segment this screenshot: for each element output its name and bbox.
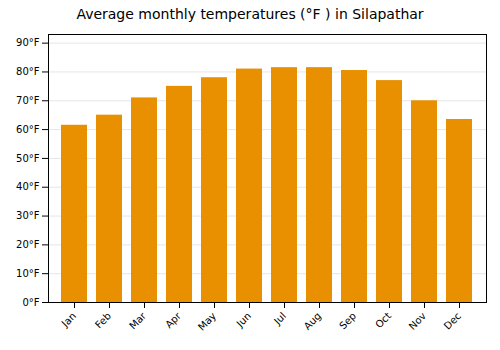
svg-text:Jul: Jul (271, 310, 288, 327)
svg-text:Nov: Nov (407, 310, 429, 332)
svg-text:Oct: Oct (373, 310, 393, 330)
svg-text:Feb: Feb (93, 310, 113, 330)
svg-text:40°F: 40°F (16, 181, 40, 192)
svg-text:Sep: Sep (337, 310, 358, 331)
svg-text:30°F: 30°F (16, 210, 40, 221)
svg-text:10°F: 10°F (16, 268, 40, 279)
svg-text:90°F: 90°F (16, 37, 40, 48)
html-text:Average monthly temperatures (: Average monthly temperatures (°F ) in Si… (76, 6, 424, 22)
svg-text:Jun: Jun (234, 310, 254, 330)
svg-text:May: May (196, 310, 218, 332)
svg-text:50°F: 50°F (16, 153, 40, 164)
svg-text:60°F: 60°F (16, 124, 40, 135)
svg-text:Jan: Jan (59, 310, 78, 329)
svg-text:70°F: 70°F (16, 95, 40, 106)
svg-text:Apr: Apr (163, 310, 184, 331)
svg-text:Mar: Mar (127, 310, 149, 332)
svg-text:20°F: 20°F (16, 239, 40, 250)
svg-text:0°F: 0°F (22, 297, 39, 308)
svg-text:Dec: Dec (442, 310, 463, 331)
svg-text:80°F: 80°F (16, 66, 40, 77)
svg-text:Aug: Aug (302, 310, 324, 332)
